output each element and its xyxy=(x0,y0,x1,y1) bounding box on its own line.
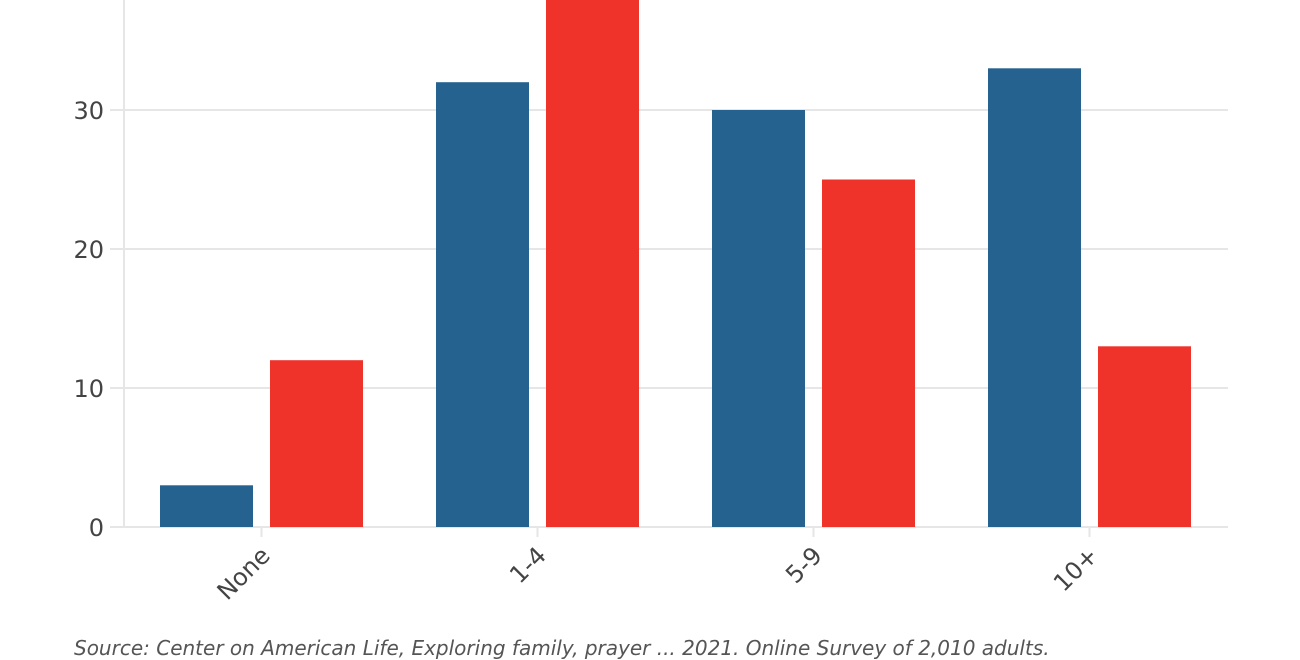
bars xyxy=(160,0,1191,528)
axes xyxy=(123,0,1091,537)
bar xyxy=(1098,346,1191,527)
bar xyxy=(822,179,915,527)
bar xyxy=(270,360,363,527)
y-tick-label: 0 xyxy=(89,514,104,542)
y-tick-label: 20 xyxy=(73,236,104,264)
y-tick-label: 10 xyxy=(73,375,104,403)
y-tick-label: 30 xyxy=(73,97,104,125)
bar xyxy=(988,68,1081,528)
x-tick-label: 1-4 xyxy=(504,541,552,589)
x-tick-label: 5-9 xyxy=(780,541,828,589)
bar xyxy=(712,110,805,527)
bar xyxy=(546,0,639,528)
bar xyxy=(160,485,253,527)
x-tick-label: 10+ xyxy=(1048,541,1104,597)
source-note: Source: Center on American Life, Explori… xyxy=(74,636,1050,660)
x-tick-label: None xyxy=(212,541,276,605)
bar xyxy=(436,82,529,527)
